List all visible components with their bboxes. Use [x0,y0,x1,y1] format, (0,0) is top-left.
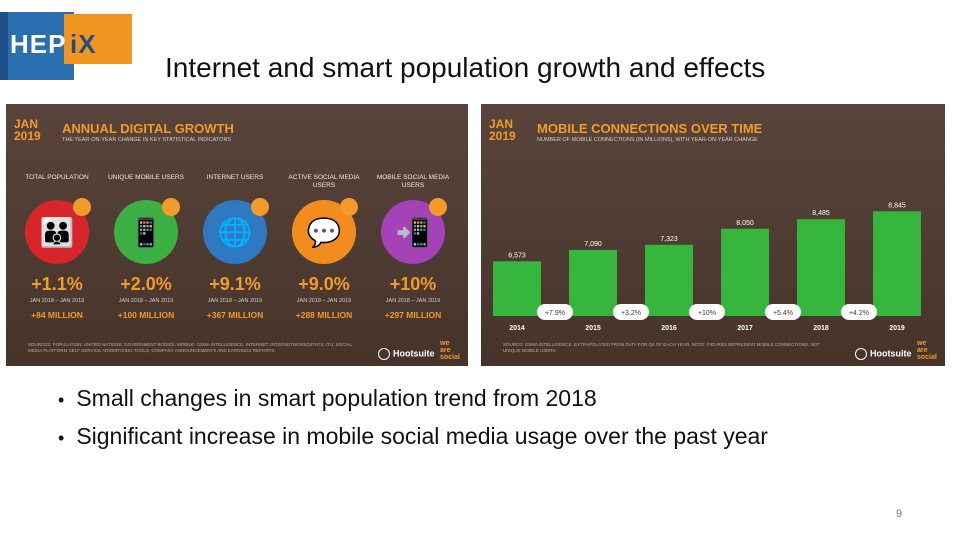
panel-title: MOBILE CONNECTIONS OVER TIME [537,121,763,136]
stat-period: JAN 2018 – JAN 2019 [29,298,85,304]
bullet-item: • Significant increase in mobile social m… [58,423,768,449]
yoy-change-label: +3.2% [621,310,641,317]
we-are-social-brand: we are social [440,340,460,361]
logo-text-right: iX [70,29,97,59]
jan-2019-label: JAN 2019 [489,117,516,143]
stat-period: JAN 2018 – JAN 2019 [296,298,352,304]
stat-percent: +1.1% [31,274,83,294]
category-label: 2015 [585,325,601,332]
chat-icon: 💬 [292,198,358,264]
yoy-change-pill [841,304,877,320]
stat-period: JAN 2018 – JAN 2019 [118,298,174,304]
yoy-change-label: +5.4% [773,310,793,317]
category-label: 2016 [661,325,677,332]
growth-arrows-icon [251,198,269,216]
logo-text-left: HEP [10,29,67,59]
panel-subtitle: NUMBER OF MOBILE CONNECTIONS (IN MILLION… [537,137,758,143]
bar-2016 [645,244,693,316]
category-label: 2019 [889,325,905,332]
stat-label: ACTIVE SOCIAL MEDIA USERS [288,174,360,189]
stat-period: JAN 2018 – JAN 2019 [207,298,263,304]
panel-title: ANNUAL DIGITAL GROWTH [62,121,234,136]
growth-stat: INTERNET USERS 🌐 +9.1% JAN 2018 – JAN 2019 +… [192,174,278,320]
growth-arrows-icon [162,198,180,216]
growth-stat: ACTIVE SOCIAL MEDIA USERS 💬 +9.0% JAN 2018 … [281,174,367,320]
stat-change: +100 MILLION [117,310,175,320]
mobile-icon: 📱 [114,198,180,264]
yoy-change-pill [689,304,725,320]
growth-arrows-icon [340,198,358,216]
bar-value-label: 8,050 [736,220,754,227]
slide-title: Internet and smart population growth and… [165,52,766,83]
bar-value-label: 8,485 [812,210,830,217]
mobile-chat-icon: 📲 [381,198,447,264]
growth-stat: UNIQUE MOBILE USERS 📱 +2.0% JAN 2018 – JAN … [103,174,189,320]
stat-change: +297 MILLION [384,310,442,320]
bar-value-label: 6,573 [508,252,526,259]
panel-footnote: SOURCES: POPULATION: UNITED NATIONS; GOV… [28,342,352,353]
yoy-change-label: +10% [698,310,716,317]
stat-label: UNIQUE MOBILE USERS [108,174,184,181]
bullet-item: • Small changes in smart population trend… [58,385,597,411]
page-number: 9 [896,508,903,520]
category-label: 2014 [509,325,525,332]
yoy-change-pill [765,304,801,320]
yoy-change-label: +4.2% [849,310,869,317]
we-are-social-brand: we are social [917,340,937,361]
bar-value-label: 7,323 [660,236,678,243]
bar-value-label: 8,845 [888,202,906,209]
bar-2014 [493,261,541,316]
panel-subtitle: THE YEAR-ON-YEAR CHANGE IN KEY STATISTIC… [62,137,232,143]
stat-percent: +10% [389,274,437,294]
stat-label: MOBILE SOCIAL MEDIA USERS [376,174,450,189]
stat-percent: +9.0% [298,274,350,294]
bar-2018 [797,219,845,316]
stat-change: +84 MILLION [31,310,83,320]
mobile-connections-panel: JAN 2019 MOBILE CONNECTIONS OVER TIME NU… [481,104,945,366]
bar-2019 [873,211,921,316]
growth-arrows-icon [73,198,91,216]
annual-digital-growth-panel: JAN 2019 ANNUAL DIGITAL GROWTH THE YEAR-… [6,104,468,366]
growth-stat: MOBILE SOCIAL MEDIA USERS 📲 +10% JAN 2018 –… [370,174,456,320]
growth-stat: TOTAL POPULATION 👪 +1.1% JAN 2018 – JAN 201… [14,174,100,320]
bullet-list: • Small changes in smart population trend… [58,380,938,456]
hepix-logo: HEP iX [0,12,132,80]
people-icon: 👪 [25,198,91,264]
stat-period: JAN 2018 – JAN 2019 [385,298,441,304]
stat-label: INTERNET USERS [206,174,264,181]
owl-icon [378,348,390,360]
mobile-connections-chart: 6,573 2014 7,090 2015 7,323 2016 8,050 2017 8,48… [493,202,921,332]
hootsuite-brand: Hootsuite [855,348,912,360]
panel-footnote: SOURCE: GSMA INTELLIGENCE, EXTRAPOLATED … [503,342,821,353]
bar-2017 [721,228,769,316]
stat-percent: +2.0% [120,274,172,294]
bar-2015 [569,249,617,316]
globe-icon: 🌐 [203,198,269,264]
owl-icon [855,348,867,360]
logo-orange-block [64,14,132,64]
stat-change: +288 MILLION [295,310,353,320]
yoy-change-label: +7.9% [545,310,565,317]
stat-change: +367 MILLION [206,310,264,320]
bar-value-label: 7,090 [584,241,602,248]
hootsuite-brand: Hootsuite [378,348,435,360]
stat-percent: +9.1% [209,274,261,294]
growth-arrows-icon [429,198,447,216]
yoy-change-pill [613,304,649,320]
jan-2019-label: JAN 2019 [14,117,41,143]
logo-blue-block [0,12,74,80]
category-label: 2017 [737,325,753,332]
category-label: 2018 [813,325,829,332]
stat-label: TOTAL POPULATION [25,174,89,181]
yoy-change-pill [537,304,573,320]
logo-blue-edge [0,12,8,80]
